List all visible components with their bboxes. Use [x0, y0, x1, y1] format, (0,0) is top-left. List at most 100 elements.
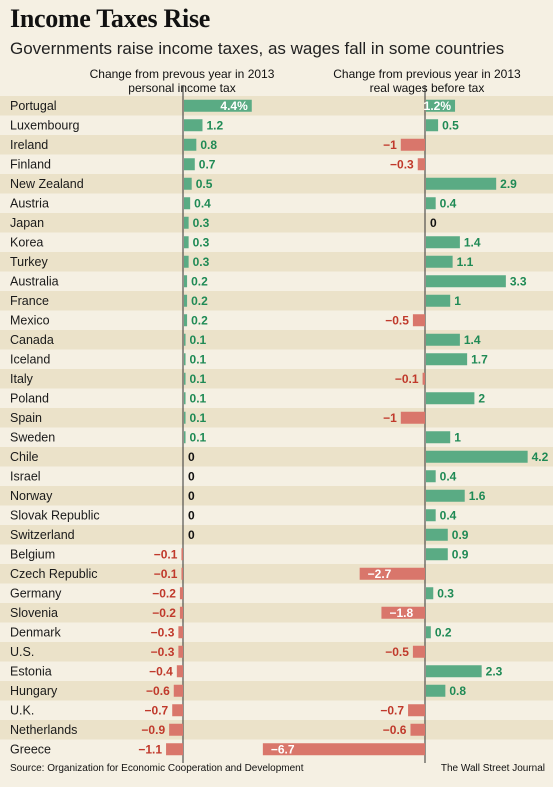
income-tax-bar [184, 216, 189, 229]
country-label: Portugal [10, 99, 57, 113]
country-label: New Zealand [10, 177, 84, 191]
real-wages-data-label: 1 [454, 294, 461, 308]
country-label: Belgium [10, 548, 55, 562]
income-tax-data-label: −0.4 [149, 665, 173, 679]
income-tax-data-label: −0.3 [151, 626, 175, 640]
country-label: Australia [10, 275, 59, 289]
row-band [0, 330, 553, 350]
country-label: Chile [10, 450, 39, 464]
real-wages-bar [426, 470, 436, 483]
real-wages-data-label: 3.3 [510, 275, 527, 289]
country-label: Finland [10, 158, 51, 172]
income-tax-data-label: −0.6 [146, 684, 170, 698]
income-tax-data-label: 0.1 [190, 431, 207, 445]
income-tax-bar [184, 255, 189, 268]
row-band [0, 447, 553, 467]
income-tax-data-label: 0.3 [193, 216, 210, 230]
income-tax-data-label: 0.2 [191, 275, 208, 289]
country-label: Ireland [10, 138, 48, 152]
real-wages-bar [426, 528, 448, 541]
income-tax-bar [173, 684, 183, 697]
income-tax-data-label: −0.1 [154, 567, 178, 581]
income-tax-data-label: 1.2 [206, 119, 223, 133]
row-band [0, 603, 553, 623]
income-tax-data-label: 0 [188, 470, 195, 484]
income-tax-data-label: −1.1 [138, 743, 162, 757]
row-band [0, 213, 553, 233]
real-wages-bar [426, 665, 482, 678]
income-tax-data-label: 0.8 [200, 138, 217, 152]
real-wages-data-label: 1.7 [471, 353, 488, 367]
country-label: Iceland [10, 353, 50, 367]
real-wages-data-label: 1.1 [457, 255, 474, 269]
real-wages-bar [426, 177, 497, 190]
real-wages-bar [426, 197, 436, 210]
real-wages-bar [422, 372, 425, 385]
real-wages-data-label: 0 [430, 216, 437, 230]
real-wages-data-label: 0.9 [452, 548, 469, 562]
country-label: Canada [10, 333, 54, 347]
real-wages-data-label: −6.7 [271, 743, 295, 757]
row-band [0, 681, 553, 701]
country-label: Estonia [10, 665, 52, 679]
country-label: Austria [10, 197, 49, 211]
income-tax-data-label: 0.1 [190, 372, 207, 386]
income-tax-data-label: 0 [188, 528, 195, 542]
income-tax-bar [184, 392, 186, 405]
country-label: Slovenia [10, 606, 58, 620]
income-tax-bar [179, 606, 183, 619]
income-tax-data-label: 0 [188, 489, 195, 503]
income-tax-data-label: 4.4% [220, 99, 248, 113]
income-tax-data-label: 0.3 [193, 236, 210, 250]
income-tax-bar [184, 431, 186, 444]
real-wages-bar [426, 392, 475, 405]
real-wages-bar [426, 450, 528, 463]
real-wages-bar [412, 314, 425, 327]
real-wages-data-label: −0.6 [383, 723, 407, 737]
income-tax-bar [172, 704, 183, 717]
real-wages-data-label: 2 [478, 392, 485, 406]
country-label: U.S. [10, 645, 34, 659]
country-label: Netherlands [10, 723, 77, 737]
income-tax-bar [184, 197, 191, 210]
income-tax-data-label: −0.7 [145, 704, 169, 718]
income-tax-data-label: 0.2 [191, 294, 208, 308]
income-tax-bar [184, 353, 186, 366]
row-band [0, 174, 553, 194]
row-band [0, 486, 553, 506]
country-label: France [10, 294, 49, 308]
row-band [0, 642, 553, 662]
income-tax-data-label: 0 [188, 450, 195, 464]
income-tax-bar [184, 411, 186, 424]
real-wages-bar [417, 158, 425, 171]
real-wages-bar [408, 704, 425, 717]
real-wages-data-label: −1 [383, 411, 397, 425]
real-wages-data-label: −0.3 [390, 158, 414, 172]
income-tax-bar [184, 275, 188, 288]
real-wages-bar [426, 119, 439, 132]
country-label: Czech Republic [10, 567, 98, 581]
country-label: Korea [10, 236, 43, 250]
real-wages-bar [426, 333, 460, 346]
income-tax-bar [184, 333, 186, 346]
real-wages-bar [412, 645, 425, 658]
income-tax-data-label: 0.1 [190, 411, 207, 425]
real-wages-data-label: 0.5 [442, 119, 459, 133]
real-wages-bar [410, 723, 425, 736]
real-wages-data-label: 0.9 [452, 528, 469, 542]
real-wages-bar [426, 275, 506, 288]
right-column-header: Change from previous year in 2013 real w… [333, 67, 521, 95]
country-label: Luxembourg [10, 119, 80, 133]
real-wages-data-label: −1.8 [389, 606, 413, 620]
country-label: Germany [10, 587, 62, 601]
real-wages-data-label: 1.6 [469, 489, 486, 503]
real-wages-bar [381, 606, 425, 619]
income-tax-bar [184, 138, 197, 151]
real-wages-bar [426, 353, 468, 366]
real-wages-data-label: 1.4 [464, 333, 481, 347]
real-wages-data-label: 4.2 [532, 450, 549, 464]
income-tax-bar [166, 743, 183, 756]
row-band [0, 408, 553, 428]
income-tax-bar [184, 119, 203, 132]
country-label: Japan [10, 216, 44, 230]
